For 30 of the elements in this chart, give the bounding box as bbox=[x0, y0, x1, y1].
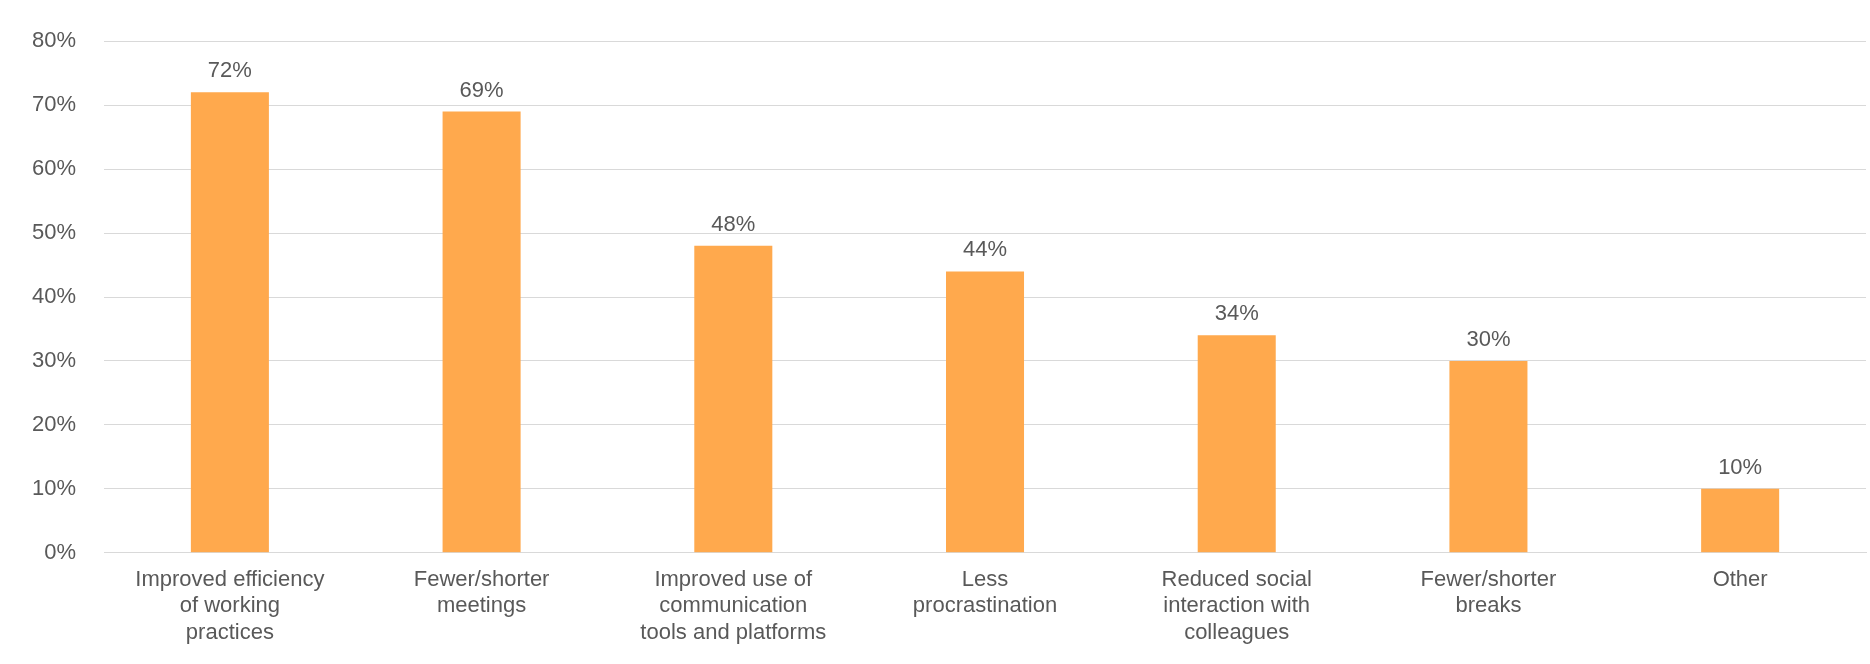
bar bbox=[694, 245, 773, 553]
data-label: 48% bbox=[711, 210, 756, 236]
x-tick-label: Fewer/shorter meetings bbox=[413, 566, 550, 618]
bar bbox=[1197, 335, 1276, 553]
y-tick-label: 80% bbox=[31, 27, 77, 53]
y-tick-label: 10% bbox=[31, 474, 77, 500]
x-tick-label: Less procrastination bbox=[912, 566, 1058, 618]
data-label: 34% bbox=[1214, 300, 1259, 326]
x-tick-label: Improved efficiency of working practices bbox=[135, 566, 325, 644]
y-tick-label: 20% bbox=[31, 410, 77, 436]
data-label: 10% bbox=[1718, 453, 1763, 479]
bar bbox=[1449, 360, 1528, 553]
x-tick-label: Other bbox=[1712, 566, 1768, 592]
y-tick-label: 0% bbox=[44, 538, 77, 564]
y-tick-label: 30% bbox=[31, 347, 77, 373]
y-tick-label: 70% bbox=[31, 91, 77, 117]
y-tick-label: 60% bbox=[31, 155, 77, 181]
y-tick-label: 40% bbox=[31, 283, 77, 309]
x-tick-label: Fewer/shorter breaks bbox=[1420, 566, 1557, 618]
x-tick-label: Reduced social interaction with colleagues bbox=[1161, 566, 1312, 644]
bar bbox=[190, 92, 269, 553]
x-tick-label: Improved use of communication tools and platforms bbox=[640, 566, 827, 644]
bar bbox=[442, 111, 521, 553]
bar bbox=[1701, 488, 1780, 553]
data-label: 30% bbox=[1466, 326, 1511, 352]
data-label: 72% bbox=[207, 57, 252, 83]
y-tick-label: 50% bbox=[31, 219, 77, 245]
data-label: 69% bbox=[459, 76, 504, 102]
data-label: 44% bbox=[962, 236, 1008, 262]
bar bbox=[946, 271, 1025, 553]
